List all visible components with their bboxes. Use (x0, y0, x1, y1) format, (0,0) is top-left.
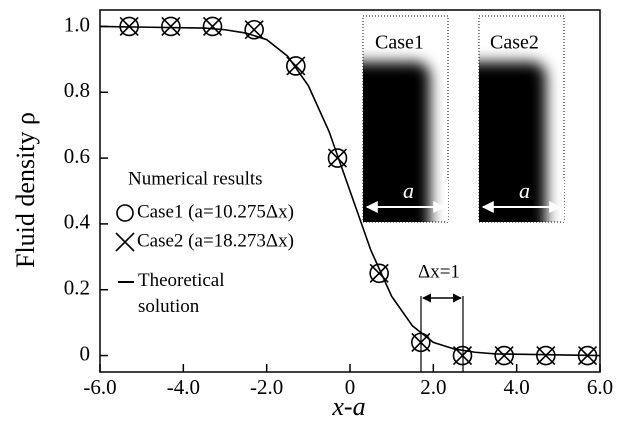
x-axis-label: x-a (331, 392, 365, 421)
marker-circle (286, 56, 306, 76)
marker-circle (116, 204, 134, 222)
y-tick-label: 0.4 (64, 210, 91, 234)
inset-case1: Case1 a (362, 15, 449, 223)
x-tick-label: -2.0 (250, 375, 283, 399)
inset-dimension-label: a (403, 178, 414, 203)
inset-case2: Case2 a (478, 15, 565, 223)
legend-label: Theoretical solution (138, 270, 225, 317)
marker-cross (327, 148, 348, 168)
marker-circle (494, 345, 514, 366)
marker-circle (244, 19, 264, 40)
legend-title: Numerical results (128, 168, 263, 189)
y-tick-label: 0.8 (64, 78, 90, 102)
marker-circle (369, 263, 389, 284)
x-tick-label: 0 (345, 375, 356, 399)
legend-label: Case1 (a=10.275Δx) (137, 201, 294, 222)
marker-cross (202, 16, 223, 37)
y-tick-label: 0 (80, 341, 91, 365)
y-axis-label: Fluid density ρ (11, 112, 40, 268)
marker-cross (536, 345, 556, 366)
theory-line (99, 25, 601, 357)
marker-cross (161, 16, 181, 37)
legend-label: Case2 (a=18.273Δx) (137, 230, 294, 251)
y-tick-label: 0.2 (64, 276, 90, 300)
inset-title: Case1 (375, 32, 424, 54)
marker-cross (244, 20, 264, 40)
marker-circle (452, 345, 473, 366)
marker-cross (369, 263, 389, 283)
inset-dimension-label: a (519, 178, 530, 203)
inset-title: Case2 (490, 32, 539, 54)
x-tick-label: 4.0 (504, 375, 530, 399)
x-tick-label: -4.0 (167, 375, 200, 399)
marker-cross (494, 345, 514, 366)
x-tick-label: 2.0 (420, 375, 446, 399)
marker-circle (202, 16, 223, 37)
x-tick-label: -6.0 (83, 375, 116, 399)
spacing-label: Δx=1 (418, 261, 460, 282)
marker-circle (327, 148, 348, 168)
y-tick-label: 0.6 (64, 144, 90, 168)
marker-circle (161, 16, 181, 37)
x-tick-label: 6.0 (587, 375, 613, 399)
marker-cross (115, 232, 135, 252)
y-tick-label: 1.0 (64, 12, 90, 36)
spacing-annotation: Δx=1 (418, 261, 464, 372)
